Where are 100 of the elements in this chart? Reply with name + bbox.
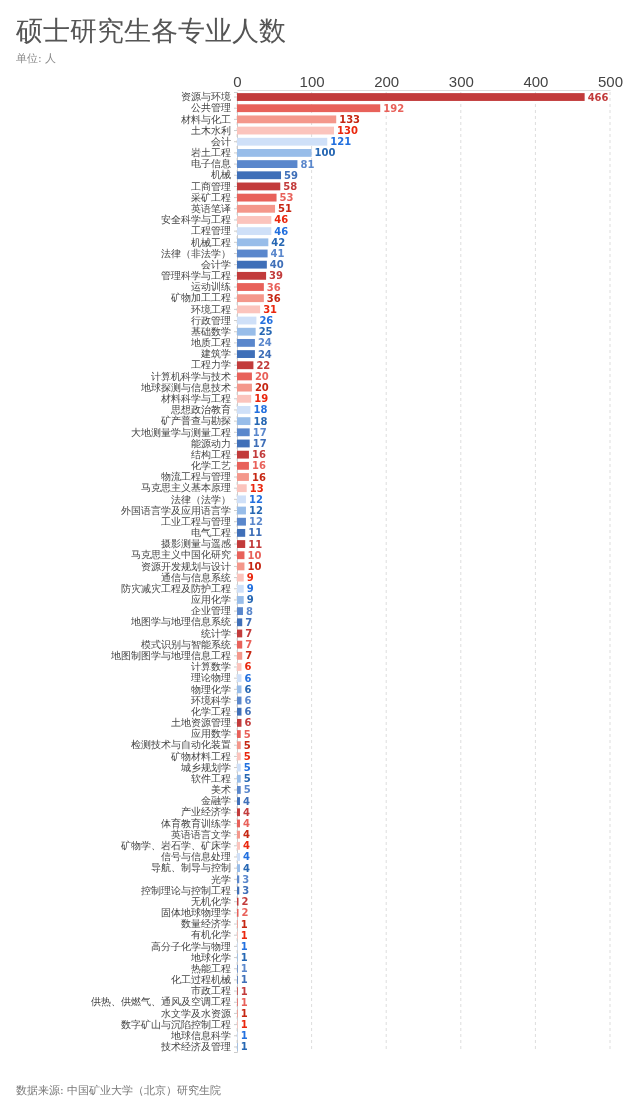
bar <box>237 528 246 537</box>
y-tick-label: 资源开发规划与设计 <box>141 560 231 572</box>
bar <box>237 327 256 336</box>
bar <box>237 461 249 470</box>
y-tick-label: 统计学 <box>201 627 231 639</box>
bar <box>237 752 241 761</box>
data-label: 18 <box>253 415 268 427</box>
y-tick-label: 地图学与地理信息系统 <box>130 616 231 628</box>
bar <box>237 540 246 548</box>
data-label: 19 <box>254 393 269 405</box>
y-tick-label: 应用化学 <box>191 594 231 606</box>
data-label: 16 <box>251 449 266 461</box>
data-label: 5 <box>243 773 251 785</box>
bar <box>237 137 328 146</box>
bar <box>237 417 251 426</box>
data-label: 7 <box>245 650 253 662</box>
bar <box>237 260 267 269</box>
data-label: 1 <box>240 963 248 975</box>
y-tick-label: 采矿工程 <box>191 191 231 203</box>
data-label: 4 <box>242 795 250 807</box>
bar <box>237 428 250 437</box>
bar <box>237 718 242 727</box>
bar <box>237 104 381 113</box>
data-label: 3 <box>242 885 250 897</box>
bar <box>237 786 241 794</box>
bar <box>237 517 246 526</box>
y-tick-label: 会计 <box>211 135 231 147</box>
bar <box>237 707 242 716</box>
data-label: 24 <box>257 337 272 349</box>
data-label: 6 <box>244 717 252 729</box>
bar <box>237 808 240 817</box>
x-tick-label: 500 <box>597 73 624 90</box>
data-label: 42 <box>271 236 286 248</box>
x-tick-label: 0 <box>233 73 242 90</box>
y-tick-label: 控制理论与控制工程 <box>141 884 231 896</box>
data-label: 5 <box>243 784 251 796</box>
y-tick-label: 物流工程与管理 <box>161 471 231 483</box>
y-tick-label: 马克思主义中国化研究 <box>131 549 231 561</box>
bar <box>237 93 585 101</box>
y-tick-label: 化工过程机械 <box>171 974 231 986</box>
data-label: 7 <box>245 627 253 639</box>
bar <box>237 830 240 839</box>
y-tick-label: 机械工程 <box>191 236 231 248</box>
data-label: 2 <box>241 907 249 919</box>
data-label: 4 <box>242 829 250 841</box>
y-tick-label: 光学 <box>211 873 231 885</box>
data-label: 17 <box>252 437 267 449</box>
y-tick-label: 英语笔译 <box>191 202 231 214</box>
bar <box>237 160 298 168</box>
data-label: 51 <box>278 203 292 215</box>
source-note: 数据来源: 中国矿业大学（北京）研究生院 <box>16 1084 222 1097</box>
bar <box>237 506 246 515</box>
data-label: 4 <box>242 806 250 818</box>
data-label: 31 <box>263 303 278 315</box>
y-tick-label: 供热、供燃气、通风及空调工程 <box>91 996 231 1008</box>
data-label: 20 <box>254 382 269 394</box>
bar <box>237 283 264 291</box>
y-tick-label: 导航、制导与控制 <box>151 862 231 874</box>
data-label: 1 <box>240 918 248 930</box>
data-label: 13 <box>249 482 264 494</box>
y-tick-label: 结构工程 <box>191 448 231 460</box>
data-label: 100 <box>314 147 336 159</box>
bar <box>237 584 244 593</box>
y-tick-label: 软件工程 <box>191 772 231 784</box>
data-label: 1 <box>240 974 248 986</box>
data-label: 53 <box>279 192 294 204</box>
y-tick-label: 安全科学与工程 <box>161 214 231 226</box>
y-tick-label: 土地资源管理 <box>171 717 231 729</box>
y-tick-label: 企业管理 <box>191 605 231 617</box>
data-label: 10 <box>247 560 262 572</box>
data-label: 1 <box>240 1007 248 1019</box>
data-label: 6 <box>244 695 252 707</box>
y-tick-label: 地图制图学与地理信息工程 <box>110 650 231 662</box>
bar <box>237 171 282 180</box>
data-label: 1 <box>240 1019 248 1031</box>
data-label: 36 <box>266 281 281 293</box>
bar <box>237 763 241 772</box>
data-label: 4 <box>242 851 250 863</box>
data-label: 3 <box>242 873 250 885</box>
y-tick-label: 矿物材料工程 <box>170 750 231 762</box>
data-label: 20 <box>254 370 269 382</box>
data-label: 4 <box>242 840 250 852</box>
bar <box>237 249 268 258</box>
data-label: 5 <box>243 728 251 740</box>
x-tick-label: 400 <box>523 73 549 90</box>
y-tick-label: 运动训练 <box>191 281 231 293</box>
data-label: 130 <box>336 125 358 137</box>
data-label: 5 <box>243 739 251 751</box>
y-tick-label: 信号与信息处理 <box>161 851 231 863</box>
y-tick-label: 计算机科学与技术 <box>151 370 231 382</box>
data-label: 9 <box>246 572 254 584</box>
data-label: 11 <box>248 538 263 550</box>
data-label: 1 <box>240 929 248 941</box>
data-label: 10 <box>247 549 262 561</box>
data-label: 1 <box>240 996 248 1008</box>
y-tick-label: 材料与化工 <box>180 113 231 125</box>
data-label: 46 <box>274 225 289 237</box>
y-tick-label: 会计学 <box>201 258 231 270</box>
y-tick-label: 固体地球物理学 <box>161 907 231 919</box>
data-label: 9 <box>246 594 254 606</box>
